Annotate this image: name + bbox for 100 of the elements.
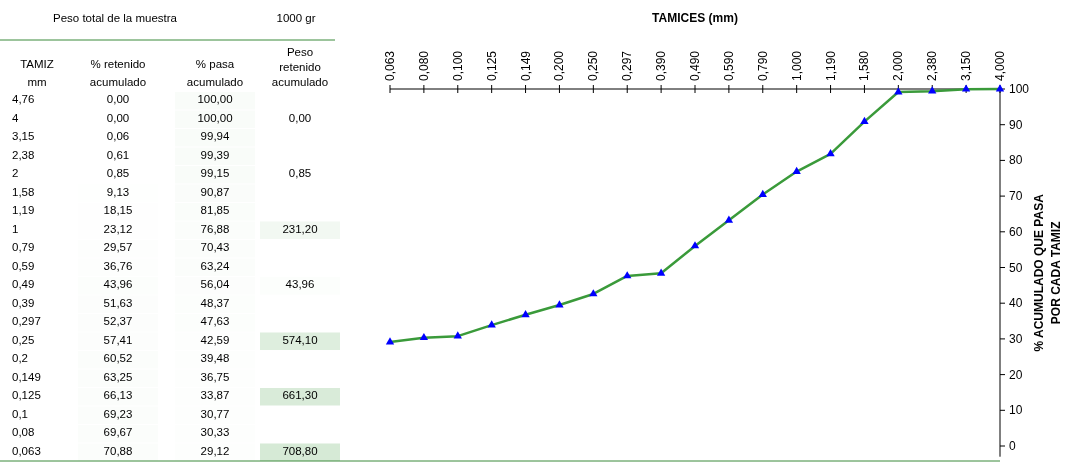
- x-tick-label: 0,390: [654, 50, 669, 81]
- y-axis-title: % ACUMULADO QUE PASA POR CADA TAMIZ: [1032, 193, 1063, 352]
- data-label: 708,80: [282, 444, 318, 457]
- data-label: 23,12: [103, 222, 133, 235]
- data-label: 69,67: [103, 426, 133, 438]
- data-label: 0,00: [106, 93, 130, 105]
- data-label: 70,88: [103, 444, 133, 457]
- y-tick-label: 0,149: [12, 370, 41, 383]
- x-tick-label: 0,100: [450, 50, 465, 81]
- x-tick-label: Peso retenido acumulado: [271, 46, 329, 88]
- data-label: 0,00: [288, 111, 312, 124]
- x-tick-label: 0,490: [688, 50, 702, 81]
- data-label: 63,25: [103, 370, 133, 383]
- data-label: 57,41: [103, 333, 133, 346]
- data-label: 63,24: [200, 259, 230, 272]
- data-label: 66,13: [103, 389, 133, 401]
- y-tick-label: 0,25: [12, 333, 35, 346]
- data-label: 70,43: [200, 241, 230, 253]
- data-label: 231,20: [282, 222, 318, 235]
- y-tick-label: 90: [1009, 117, 1023, 132]
- y-tick-label: 2,38: [12, 148, 35, 161]
- data-label: 30,33: [200, 426, 230, 438]
- y-tick-label: 10: [1009, 403, 1023, 418]
- data-label: 9,13: [106, 185, 130, 198]
- y-tick-label: 0,125: [12, 389, 41, 401]
- x-tick-label: 2,380: [925, 50, 940, 81]
- data-label: 99,94: [200, 130, 230, 142]
- y-tick-label: 0,2: [12, 352, 28, 364]
- data-label: 47,63: [200, 315, 230, 327]
- x-tick-label: 4,000: [993, 50, 1007, 81]
- y-tick-label: 0,08: [12, 426, 35, 438]
- y-tick-label: 0,1: [12, 407, 28, 420]
- x-tick-label: % pasa acumulado: [186, 58, 244, 88]
- y-tick-label: 2: [12, 167, 19, 179]
- y-tick-label: 0,59: [12, 259, 35, 272]
- data-label: 100,00: [197, 111, 233, 124]
- chart-title: Peso total de la muestra: [52, 12, 178, 24]
- x-tick-label: 1,580: [857, 50, 872, 81]
- chart-subtitle: 1000 gr: [276, 12, 316, 24]
- y-tick-label: 100: [1009, 82, 1030, 96]
- y-tick-label: 1,19: [12, 204, 35, 216]
- x-tick-label: 0,790: [755, 50, 770, 81]
- y-tick-label: 0: [1009, 439, 1016, 453]
- data-label: 18,15: [103, 204, 133, 216]
- data-label: 42,59: [200, 333, 230, 346]
- y-tick-label: 80: [1009, 153, 1023, 168]
- data-label: 30,77: [200, 407, 230, 420]
- data-label: 81,85: [200, 204, 230, 216]
- data-label: 51,63: [103, 296, 133, 309]
- y-tick-label: 0,063: [12, 444, 41, 457]
- y-tick-label: 3,15: [12, 130, 35, 142]
- x-tick-label: 0,250: [586, 50, 601, 81]
- x-tick-label: 3,150: [959, 50, 974, 81]
- y-tick-label: 1: [12, 222, 19, 235]
- data-label: 0,06: [106, 130, 130, 142]
- x-tick-label: 0,080: [416, 50, 431, 81]
- x-tick-label: 0,297: [620, 50, 635, 81]
- data-label: 52,37: [103, 315, 133, 327]
- y-tick-label: 4,76: [12, 93, 35, 105]
- x-tick-label: 0,125: [484, 50, 499, 81]
- data-label: 36,75: [200, 370, 230, 383]
- y-tick-label: 0,39: [12, 296, 35, 309]
- x-tick-label: 1,000: [789, 50, 804, 81]
- data-label: 33,87: [200, 389, 230, 401]
- data-label: 48,37: [200, 296, 230, 309]
- data-label: 0,00: [106, 111, 130, 124]
- data-label: 43,96: [285, 278, 315, 290]
- x-tick-label: 2,000: [891, 50, 906, 81]
- data-label: 29,57: [103, 241, 133, 253]
- data-label: 69,23: [103, 407, 133, 420]
- y-tick-label: 4: [12, 111, 19, 124]
- data-label: 661,30: [282, 389, 318, 401]
- data-label: 60,52: [103, 352, 133, 364]
- x-tick-label: 0,149: [518, 50, 533, 81]
- data-label: 574,10: [282, 333, 318, 346]
- data-label: 39,48: [200, 352, 230, 364]
- data-label: 99,39: [200, 148, 230, 161]
- data-label: 99,15: [200, 167, 230, 179]
- data-label: 90,87: [200, 185, 230, 198]
- data-label: 29,12: [200, 444, 230, 457]
- y-tick-label: 40: [1009, 296, 1023, 311]
- y-tick-label: 0,49: [12, 278, 35, 290]
- data-label: 100,00: [197, 93, 233, 105]
- x-tick-label: 0,590: [721, 50, 736, 81]
- y-tick-label: 70: [1009, 189, 1023, 204]
- chart-title: TAMICES (mm): [652, 11, 738, 25]
- data-label: 43,96: [103, 278, 133, 290]
- x-tick-label: 1,190: [823, 50, 838, 81]
- y-tick-label: 0,79: [12, 241, 35, 253]
- data-label: 36,76: [103, 259, 133, 272]
- x-tick-label: % retenido acumulado: [89, 58, 147, 88]
- data-label: 0,61: [106, 148, 130, 161]
- data-label: 0,85: [288, 167, 312, 179]
- y-tick-label: 30: [1009, 331, 1023, 346]
- data-label: 56,04: [200, 278, 230, 290]
- data-label: 0,85: [106, 167, 130, 179]
- data-label: 76,88: [200, 222, 230, 235]
- y-tick-label: 0,297: [12, 315, 41, 327]
- y-tick-label: 50: [1009, 260, 1023, 275]
- y-tick-label: 60: [1009, 224, 1023, 239]
